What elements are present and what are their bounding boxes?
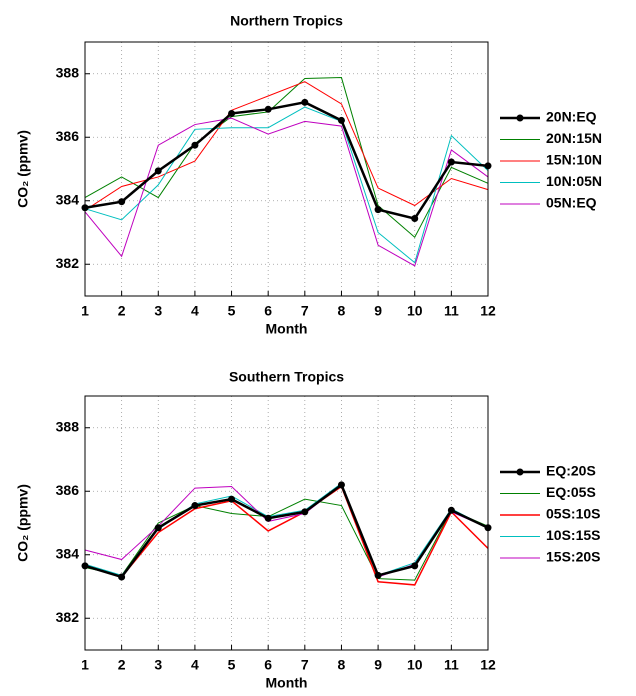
data-point [447,158,455,166]
x-tick-label: 1 [81,657,89,673]
data-line [84,77,489,239]
y-tick-label: 384 [56,191,80,207]
x-tick-label: 4 [191,657,199,673]
y-tick-label: 384 [56,545,80,561]
legend-label: 05S:10S [546,506,600,522]
y-tick-label: 386 [56,482,80,498]
data-point [374,206,382,214]
legend-label: 20N:15N [546,130,602,146]
y-tick-label: 382 [56,609,80,625]
data-line [84,485,489,586]
plot-area [85,396,488,650]
x-tick-label: 7 [301,303,309,319]
data-point [154,524,162,532]
data-point [447,506,455,514]
data-point [264,105,272,113]
x-tick-label: 8 [338,657,346,673]
x-tick-label: 3 [154,303,162,319]
axes-box [84,395,489,651]
x-axis-label: Month [266,675,308,691]
data-point [118,573,126,581]
data-point [301,98,309,106]
x-tick-label: 6 [264,657,272,673]
x-tick-label: 4 [191,303,199,319]
x-tick-label: 10 [407,303,423,319]
data-line [84,101,489,220]
legend-marker [516,468,524,476]
legend-label: 20N:EQ [546,109,597,125]
data-point [411,562,419,570]
data-point [154,167,162,175]
legend-label: 05N:EQ [546,195,597,211]
x-tick-label: 12 [480,303,496,319]
legend-label: EQ:05S [546,484,596,500]
y-tick-label: 382 [56,255,80,271]
data-point [374,571,382,579]
data-point [118,198,126,206]
legend-marker [516,114,524,122]
data-point [191,502,199,510]
x-tick-label: 5 [228,657,236,673]
x-tick-label: 6 [264,303,272,319]
x-tick-label: 3 [154,657,162,673]
x-tick-label: 9 [374,657,382,673]
x-tick-label: 2 [118,657,126,673]
x-tick-label: 10 [407,657,423,673]
data-point [337,116,345,124]
data-line [84,81,489,211]
legend-label: 15N:10N [546,152,602,168]
data-line [84,117,489,267]
y-axis-label: CO₂ (ppmv) [15,484,31,562]
x-tick-label: 7 [301,657,309,673]
data-point [337,481,345,489]
x-tick-label: 1 [81,303,89,319]
data-point [301,508,309,516]
x-tick-label: 5 [228,303,236,319]
data-line [84,482,489,579]
y-axis-label: CO₂ (ppmv) [15,130,31,208]
chart-title: Southern Tropics [229,369,344,385]
x-axis-label: Month [266,321,308,337]
y-tick-label: 388 [56,418,80,434]
legend-label: 10N:05N [546,173,602,189]
data-line [84,106,489,264]
x-tick-label: 2 [118,303,126,319]
legend-label: 10S:15S [546,527,600,543]
plot-area [85,42,488,296]
y-tick-label: 386 [56,128,80,144]
data-point [191,141,199,149]
axes-box [84,41,489,297]
x-tick-label: 11 [444,657,459,673]
legend-label: EQ:20S [546,463,596,479]
data-point [264,514,272,522]
y-tick-label: 388 [56,64,80,80]
x-tick-label: 9 [374,303,382,319]
data-point [228,109,236,117]
x-tick-label: 8 [338,303,346,319]
chart-title: Northern Tropics [230,13,343,29]
x-tick-label: 12 [480,657,496,673]
x-tick-label: 11 [444,303,459,319]
legend-label: 15S:20S [546,549,600,565]
data-point [411,215,419,223]
data-point [228,495,236,503]
